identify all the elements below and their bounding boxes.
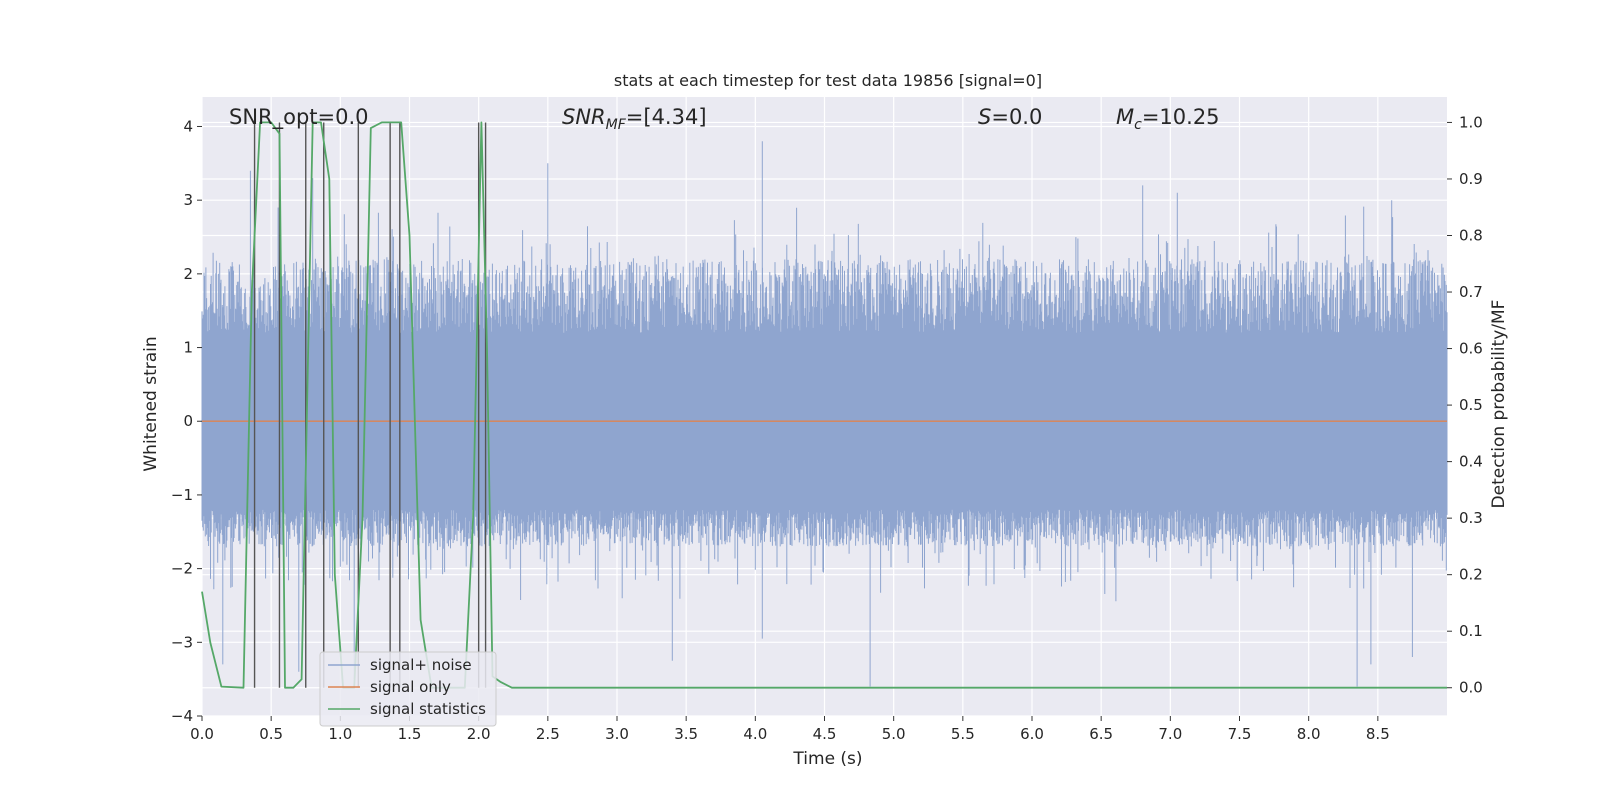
x-tick-label: 5.0 bbox=[882, 725, 906, 743]
right-axis-ticks: 0.0 0.1 0.2 0.3 0.4 0.5 0.6 0.7 0.8 0.9 1.0 bbox=[1447, 113, 1483, 697]
x-tick-label: 2.5 bbox=[536, 725, 560, 743]
x-axis-label: Time (s) bbox=[792, 749, 862, 769]
x-tick-label: 0.0 bbox=[190, 725, 214, 743]
x-tick-label: 6.5 bbox=[1089, 725, 1113, 743]
right-tick-label: 0.6 bbox=[1459, 340, 1483, 358]
series-signal-noise bbox=[201, 141, 1448, 687]
legend-label-signal-noise: signal+ noise bbox=[370, 656, 472, 674]
legend-box bbox=[319, 651, 497, 727]
x-axis-ticks: 0.0 0.5 1.0 1.5 2.0 2.5 3.0 3.5 4.0 4.5 5.0 5.5 6.0 6… bbox=[190, 716, 1390, 743]
right-tick-label: 0.9 bbox=[1459, 170, 1483, 188]
x-tick-label: 7.5 bbox=[1228, 725, 1252, 743]
annotation-s-value: =0.0 bbox=[991, 105, 1042, 129]
left-tick-label: −4 bbox=[171, 707, 193, 725]
annotation-s: S=0.0 bbox=[978, 105, 1042, 129]
x-tick-label: 7.0 bbox=[1158, 725, 1182, 743]
annotation-snr-opt: SNR_opt=0.0 bbox=[229, 105, 369, 130]
left-tick-label: 4 bbox=[183, 117, 193, 135]
left-tick-label: 2 bbox=[183, 265, 193, 283]
annotation-mc-base: M bbox=[1116, 105, 1134, 129]
left-tick-label: 3 bbox=[183, 191, 193, 209]
annotation-snr-mf-value: =[4.34] bbox=[626, 105, 707, 129]
legend-label-signal-statistics: signal statistics bbox=[370, 700, 486, 718]
left-tick-label: −2 bbox=[171, 560, 193, 578]
right-tick-label: 0.5 bbox=[1459, 396, 1483, 414]
x-tick-label: 4.5 bbox=[813, 725, 837, 743]
x-tick-label: 8.5 bbox=[1366, 725, 1390, 743]
right-tick-label: 0.3 bbox=[1459, 509, 1483, 527]
annotation-snr-mf-base: SNR bbox=[562, 105, 606, 129]
right-tick-label: 0.4 bbox=[1459, 453, 1483, 471]
annotation-mc-value: =10.25 bbox=[1142, 105, 1220, 129]
x-tick-label: 1.5 bbox=[398, 725, 422, 743]
right-tick-label: 0.1 bbox=[1459, 622, 1483, 640]
chart-title: stats at each timestep for test data 198… bbox=[614, 71, 1042, 90]
annotation-mc: Mc=10.25 bbox=[1116, 105, 1220, 133]
annotation-mc-sub: c bbox=[1134, 117, 1142, 133]
x-tick-label: 3.5 bbox=[674, 725, 698, 743]
left-tick-label: 1 bbox=[183, 339, 193, 357]
right-tick-label: 0.2 bbox=[1459, 566, 1483, 584]
annotations: SNR_opt=0.0 SNRMF=[4.34] S=0.0 Mc=10.25 bbox=[229, 105, 1220, 133]
x-tick-label: 1.0 bbox=[328, 725, 352, 743]
x-tick-label: 4.0 bbox=[743, 725, 767, 743]
annotation-snr-mf: SNRMF=[4.34] bbox=[562, 105, 707, 133]
left-axis-ticks: −4 −3 −2 −1 0 1 2 3 4 bbox=[171, 117, 202, 725]
left-tick-label: −1 bbox=[171, 486, 193, 504]
right-tick-label: 0.8 bbox=[1459, 226, 1483, 244]
annotation-s-base: S bbox=[978, 105, 991, 129]
x-tick-label: 8.0 bbox=[1297, 725, 1321, 743]
annotation-snr-mf-sub: MF bbox=[606, 117, 627, 133]
legend-label-signal-only: signal only bbox=[370, 678, 451, 696]
x-tick-label: 0.5 bbox=[259, 725, 283, 743]
right-tick-label: 1.0 bbox=[1459, 113, 1483, 131]
x-tick-label: 2.0 bbox=[467, 725, 491, 743]
x-tick-label: 5.5 bbox=[951, 725, 975, 743]
noise-trace bbox=[201, 141, 1448, 687]
y2-axis-label: Detection probability/MF bbox=[1489, 300, 1509, 509]
right-tick-label: 0.0 bbox=[1459, 679, 1483, 697]
x-tick-label: 3.0 bbox=[605, 725, 629, 743]
left-tick-label: −3 bbox=[171, 633, 193, 651]
left-tick-label: 0 bbox=[183, 412, 193, 430]
legend: signal+ noise signal only signal statist… bbox=[319, 651, 497, 727]
x-tick-label: 6.0 bbox=[1020, 725, 1044, 743]
right-tick-label: 0.7 bbox=[1459, 283, 1483, 301]
y-axis-label: Whitened strain bbox=[141, 336, 161, 471]
